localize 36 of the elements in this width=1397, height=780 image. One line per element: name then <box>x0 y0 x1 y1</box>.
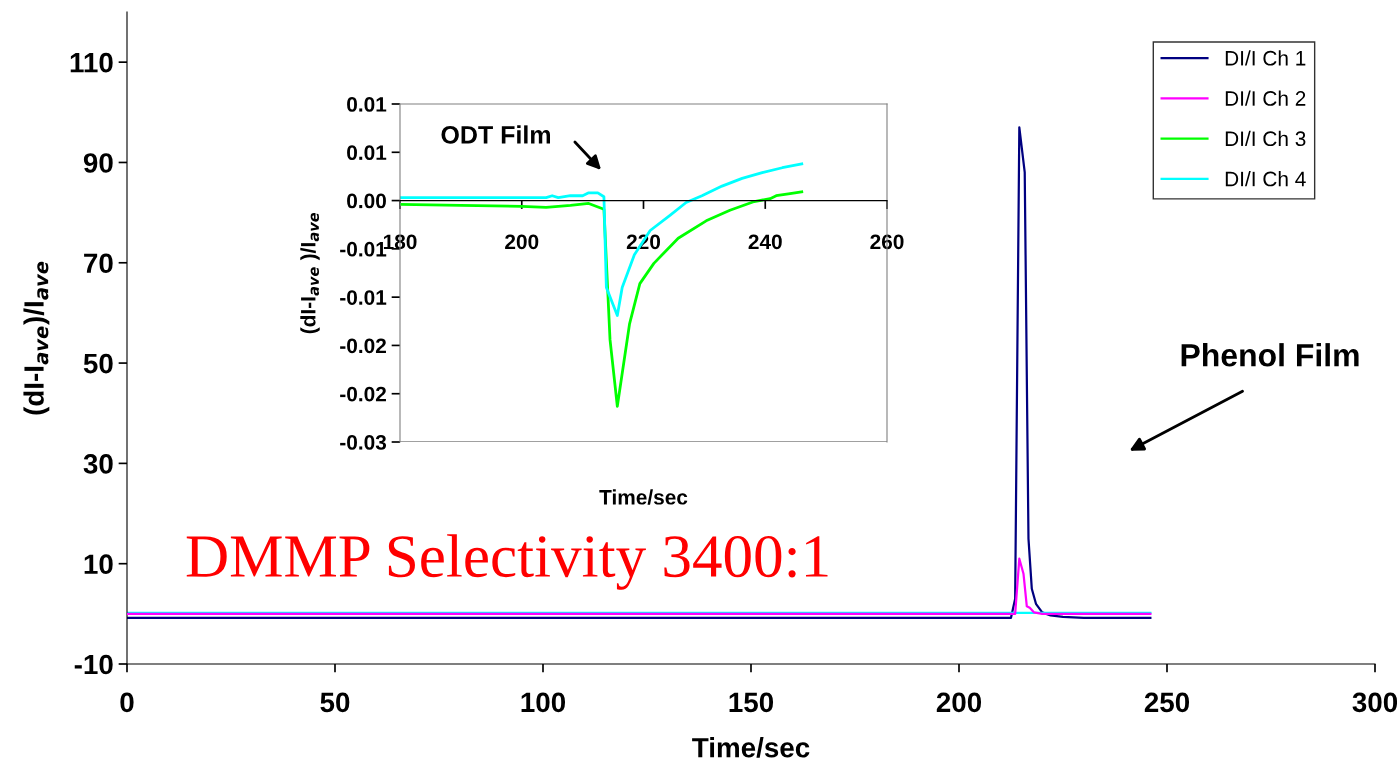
legend-label: DI/I Ch 4 <box>1225 171 1306 187</box>
x-tick-label: 240 <box>748 234 782 250</box>
x-tick-label: 50 <box>320 692 350 713</box>
annotation: ODT Film <box>441 125 551 144</box>
annotation: Phenol Film <box>1181 343 1359 367</box>
y-tick-label: 10 <box>84 554 113 575</box>
legend-label: DI/I Ch 3 <box>1225 130 1306 147</box>
y-axis-title: (dI-I$_{ave}$ )/I$_{ave}$ <box>300 212 320 334</box>
y-tick-label: 0.01 <box>347 145 387 161</box>
x-tick-label: 300 <box>1352 692 1397 713</box>
y-tick-label: -10 <box>74 654 113 675</box>
y-tick-label: 0.01 <box>347 97 387 112</box>
x-axis-title: Time/sec <box>692 737 810 758</box>
annotation: DMMP Selectivity 3400:1 <box>186 534 828 590</box>
legend-label: DI/I Ch 2 <box>1225 90 1306 106</box>
x-tick-label: 200 <box>505 234 539 250</box>
y-tick-label: -0.02 <box>340 386 386 402</box>
y-tick-label: 110 <box>70 52 113 73</box>
y-tick-label: -0.03 <box>340 435 387 450</box>
y-tick-label: -0.02 <box>340 338 386 354</box>
x-tick-label: 100 <box>521 692 566 713</box>
x-tick-label: 200 <box>936 692 982 713</box>
y-tick-label: 70 <box>84 253 113 274</box>
x-tick-label: 150 <box>729 692 774 713</box>
line-series <box>127 126 1152 619</box>
x-tick-label: 0 <box>120 692 134 713</box>
y-axis-title: (dI-I$_{ave}$)/I$_{ave}$ <box>23 261 50 415</box>
x-tick-label: 260 <box>870 234 904 250</box>
y-tick-label: 90 <box>83 153 113 173</box>
x-axis-title: Time/sec <box>599 489 688 505</box>
legend-label: DI/I Ch 1 <box>1225 50 1306 66</box>
y-tick-label: 0.00 <box>347 193 386 209</box>
x-tick-label: 250 <box>1144 692 1190 713</box>
y-tick-label: -0.01 <box>340 290 387 305</box>
y-tick-label: 50 <box>83 353 113 374</box>
y-tick-label: 30 <box>83 454 113 474</box>
